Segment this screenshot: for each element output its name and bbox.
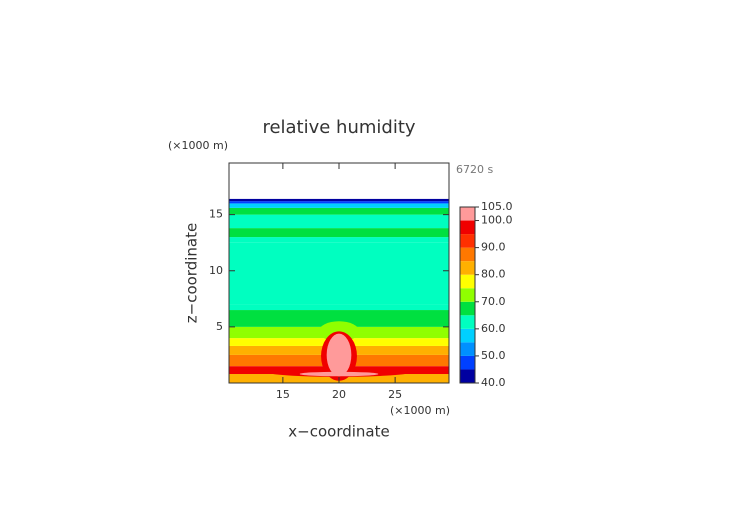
colorbar-label: 105.0 [481, 200, 513, 213]
colorbar-label: 100.0 [481, 214, 513, 227]
colorbar-swatch [460, 355, 475, 370]
contour-band [229, 198, 449, 202]
y-tick-label: 5 [216, 320, 223, 333]
colorbar-swatch [460, 315, 475, 329]
chart-title: relative humidity [262, 117, 415, 138]
contour-band [229, 228, 449, 238]
contour-band [229, 242, 449, 305]
contour-band [229, 207, 449, 215]
contour-feature [299, 371, 379, 377]
colorbar-label: 70.0 [481, 295, 506, 308]
field [229, 198, 449, 383]
contour-feature [326, 333, 352, 377]
x-tick-label: 15 [276, 388, 290, 401]
x-tick-label: 25 [388, 388, 402, 401]
colorbar-swatch [460, 234, 475, 248]
colorbar-label: 80.0 [481, 268, 506, 281]
x-label: x−coordinate [288, 423, 389, 441]
colorbar-frame [459, 206, 476, 384]
colorbar-label: 60.0 [481, 322, 506, 335]
y-tick-label: 10 [209, 264, 223, 277]
colorbar-swatch [460, 247, 475, 262]
colorbar-label: 90.0 [481, 241, 506, 254]
colorbar-label: 40.0 [481, 376, 506, 389]
y-unit: (×1000 m) [168, 139, 228, 152]
colorbar-label: 50.0 [481, 349, 506, 362]
contour-band [229, 304, 449, 311]
colorbar-swatch [460, 342, 475, 356]
x-tick-label: 20 [332, 388, 346, 401]
contour-band [229, 310, 449, 327]
contour-band [229, 201, 449, 204]
colorbar-swatch [460, 369, 475, 383]
colorbar-swatch [460, 288, 475, 302]
contour-band [229, 237, 449, 243]
colorbar-swatch [460, 328, 475, 343]
time-label: 6720 s [456, 163, 493, 176]
y-label: z−coordinate [183, 223, 201, 323]
colorbar-swatch [460, 301, 475, 316]
colorbar-swatch [460, 261, 475, 275]
contour-band [229, 214, 449, 229]
colorbar-swatch [460, 220, 475, 235]
x-unit: (×1000 m) [390, 404, 450, 417]
y-tick-label: 15 [209, 208, 223, 221]
colorbar-swatch [460, 207, 475, 221]
contour-band [229, 203, 449, 208]
colorbar-swatch [460, 274, 475, 289]
